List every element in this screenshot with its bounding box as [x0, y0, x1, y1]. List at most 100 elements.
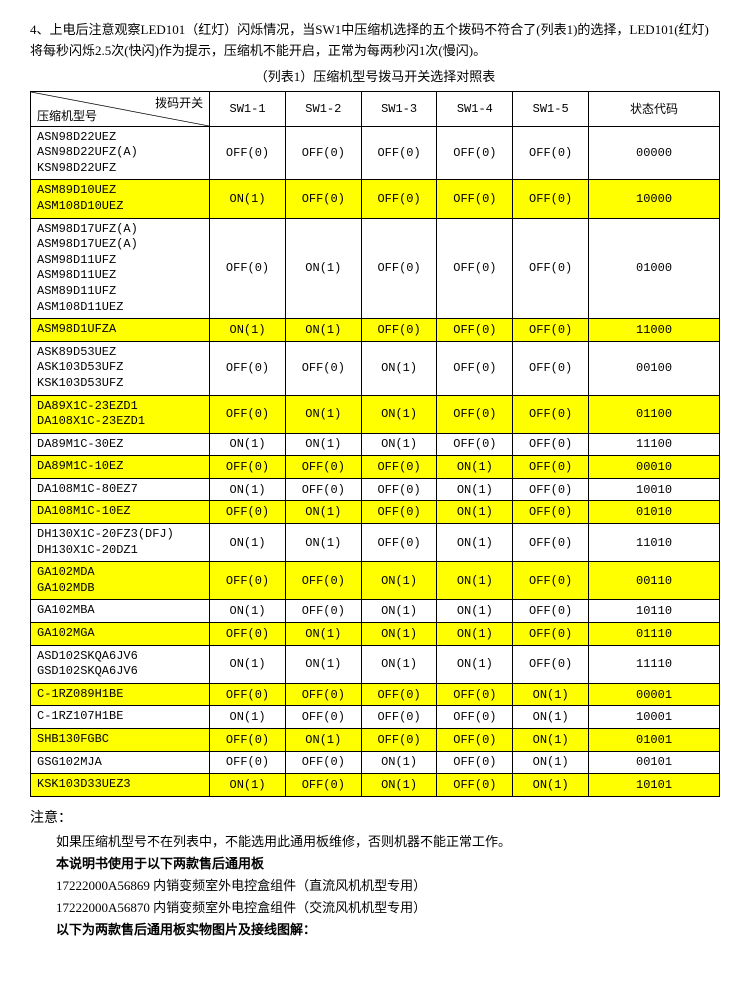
value-cell: OFF(0) [285, 600, 361, 623]
value-cell: OFF(0) [210, 751, 286, 774]
value-cell: OFF(0) [513, 126, 589, 180]
table-row: ASM98D17UFZ(A) ASM98D17UEZ(A) ASM98D11UF… [31, 218, 720, 319]
model-cell: ASK89D53UEZ ASK103D53UFZ KSK103D53UFZ [31, 341, 210, 395]
value-cell: ON(1) [285, 501, 361, 524]
value-cell: OFF(0) [210, 456, 286, 479]
value-cell: OFF(0) [285, 683, 361, 706]
value-cell: 00100 [589, 341, 720, 395]
header-diag-bottom: 压缩机型号 [37, 107, 97, 124]
value-cell: ON(1) [285, 395, 361, 433]
model-cell: C-1RZ089H1BE [31, 683, 210, 706]
value-cell: ON(1) [210, 319, 286, 342]
value-cell: 00110 [589, 562, 720, 600]
value-cell: 10101 [589, 774, 720, 797]
notes-line4: 17222000A56870 内销变频室外电控盒组件（交流风机机型专用） [30, 897, 720, 919]
value-cell: OFF(0) [437, 683, 513, 706]
value-cell: OFF(0) [437, 433, 513, 456]
value-cell: OFF(0) [437, 126, 513, 180]
value-cell: OFF(0) [513, 341, 589, 395]
header-col-status: 状态代码 [589, 91, 720, 126]
notes-line5: 以下为两款售后通用板实物图片及接线图解： [30, 919, 720, 941]
header-col-sw1-2: SW1-2 [285, 91, 361, 126]
value-cell: 01010 [589, 501, 720, 524]
value-cell: OFF(0) [437, 218, 513, 319]
value-cell: OFF(0) [513, 433, 589, 456]
value-cell: ON(1) [210, 524, 286, 562]
value-cell: 01100 [589, 395, 720, 433]
value-cell: OFF(0) [437, 180, 513, 218]
value-cell: ON(1) [285, 645, 361, 683]
value-cell: OFF(0) [437, 774, 513, 797]
value-cell: OFF(0) [361, 683, 437, 706]
value-cell: ON(1) [285, 218, 361, 319]
value-cell: ON(1) [513, 683, 589, 706]
model-cell: DA89M1C-10EZ [31, 456, 210, 479]
table-row: DA108M1C-80EZ7ON(1)OFF(0)OFF(0)ON(1)OFF(… [31, 478, 720, 501]
value-cell: ON(1) [437, 478, 513, 501]
header-col-sw1-4: SW1-4 [437, 91, 513, 126]
table-row: ASM98D1UFZAON(1)ON(1)OFF(0)OFF(0)OFF(0)1… [31, 319, 720, 342]
value-cell: ON(1) [285, 623, 361, 646]
table-row: GA102MDA GA102MDBOFF(0)OFF(0)ON(1)ON(1)O… [31, 562, 720, 600]
model-cell: ASM89D10UEZ ASM108D10UEZ [31, 180, 210, 218]
value-cell: ON(1) [361, 600, 437, 623]
value-cell: 00000 [589, 126, 720, 180]
value-cell: ON(1) [210, 433, 286, 456]
value-cell: OFF(0) [513, 501, 589, 524]
value-cell: ON(1) [513, 751, 589, 774]
value-cell: 00001 [589, 683, 720, 706]
value-cell: 10000 [589, 180, 720, 218]
value-cell: OFF(0) [210, 395, 286, 433]
table-row: C-1RZ107H1BEON(1)OFF(0)OFF(0)OFF(0)ON(1)… [31, 706, 720, 729]
value-cell: 01000 [589, 218, 720, 319]
value-cell: ON(1) [361, 433, 437, 456]
value-cell: ON(1) [513, 729, 589, 752]
value-cell: OFF(0) [513, 456, 589, 479]
value-cell: 10110 [589, 600, 720, 623]
value-cell: ON(1) [285, 729, 361, 752]
value-cell: ON(1) [361, 751, 437, 774]
value-cell: OFF(0) [513, 478, 589, 501]
value-cell: ON(1) [361, 774, 437, 797]
model-cell: ASM98D17UFZ(A) ASM98D17UEZ(A) ASM98D11UF… [31, 218, 210, 319]
value-cell: ON(1) [210, 180, 286, 218]
table-row: ASN98D22UEZ ASN98D22UFZ(A) KSN98D22UFZOF… [31, 126, 720, 180]
value-cell: OFF(0) [361, 456, 437, 479]
value-cell: ON(1) [437, 524, 513, 562]
value-cell: ON(1) [285, 524, 361, 562]
table-row: GA102MBAON(1)OFF(0)ON(1)ON(1)OFF(0)10110 [31, 600, 720, 623]
value-cell: ON(1) [437, 456, 513, 479]
model-cell: GA102MBA [31, 600, 210, 623]
table-row: DA89M1C-30EZON(1)ON(1)ON(1)OFF(0)OFF(0)1… [31, 433, 720, 456]
value-cell: ON(1) [210, 706, 286, 729]
value-cell: OFF(0) [437, 751, 513, 774]
header-col-sw1-5: SW1-5 [513, 91, 589, 126]
value-cell: OFF(0) [513, 645, 589, 683]
model-cell: DA108M1C-10EZ [31, 501, 210, 524]
value-cell: ON(1) [437, 600, 513, 623]
value-cell: 00010 [589, 456, 720, 479]
value-cell: ON(1) [513, 706, 589, 729]
value-cell: OFF(0) [361, 706, 437, 729]
value-cell: 11110 [589, 645, 720, 683]
model-cell: DA89M1C-30EZ [31, 433, 210, 456]
value-cell: OFF(0) [437, 341, 513, 395]
value-cell: OFF(0) [285, 706, 361, 729]
value-cell: OFF(0) [513, 218, 589, 319]
notes-line1: 如果压缩机型号不在列表中，不能选用此通用板维修，否则机器不能正常工作。 [30, 831, 720, 853]
value-cell: 00101 [589, 751, 720, 774]
value-cell: OFF(0) [361, 501, 437, 524]
value-cell: ON(1) [210, 478, 286, 501]
value-cell: ON(1) [210, 600, 286, 623]
value-cell: OFF(0) [437, 706, 513, 729]
value-cell: ON(1) [361, 341, 437, 395]
model-cell: KSK103D33UEZ3 [31, 774, 210, 797]
value-cell: ON(1) [437, 645, 513, 683]
value-cell: OFF(0) [210, 501, 286, 524]
table-row: DA89X1C-23EZD1 DA108X1C-23EZD1OFF(0)ON(1… [31, 395, 720, 433]
value-cell: OFF(0) [285, 126, 361, 180]
notes-line2: 本说明书使用于以下两款售后通用板 [30, 853, 720, 875]
table-row: GA102MGAOFF(0)ON(1)ON(1)ON(1)OFF(0)01110 [31, 623, 720, 646]
value-cell: OFF(0) [285, 478, 361, 501]
value-cell: ON(1) [361, 562, 437, 600]
